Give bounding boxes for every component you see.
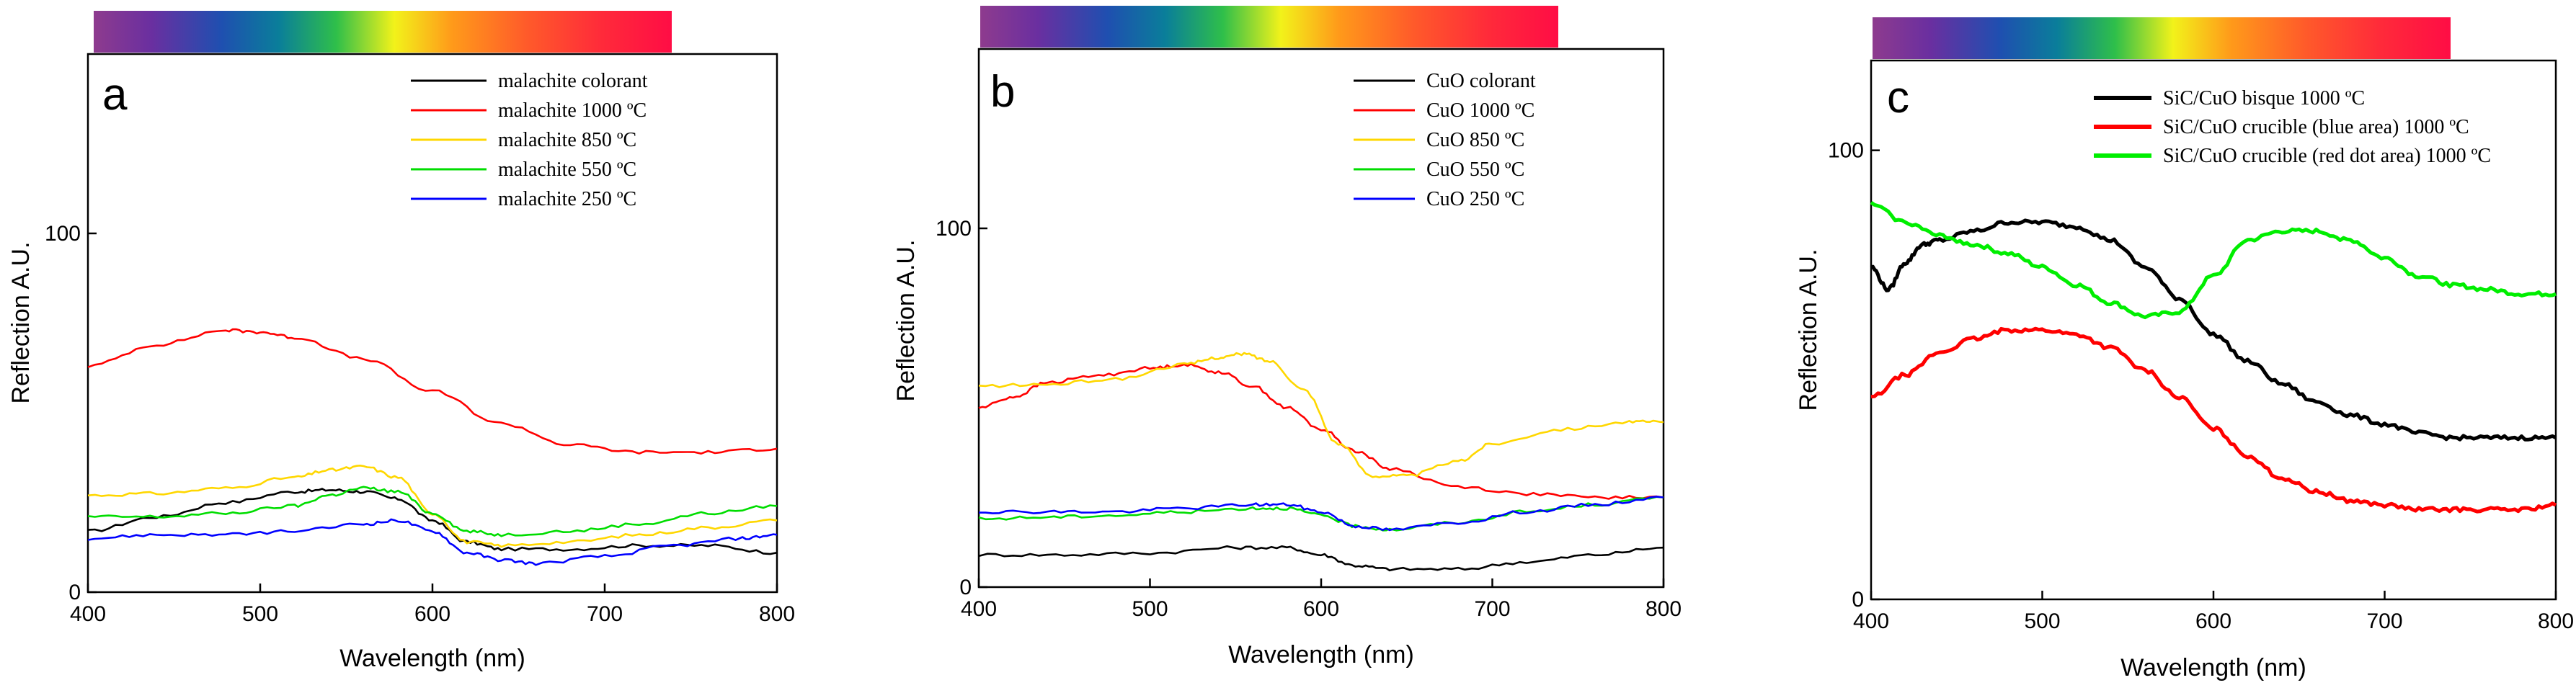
series-group-c xyxy=(1870,201,2557,514)
panel-label-a: a xyxy=(102,70,128,120)
x-tick-label: 500 xyxy=(2024,609,2060,633)
x-axis-label-a: Wavelength (nm) xyxy=(339,645,525,672)
legend-entry: CuO 250 ºC xyxy=(1426,188,1524,210)
series-line xyxy=(978,362,1664,500)
legend-entry: SiC/CuO crucible (red dot area) 1000 ºC xyxy=(2163,145,2491,167)
x-tick-label: 600 xyxy=(1303,597,1339,621)
panel-a: a 400 500 600 700 800 0 100 malachite colorant… xyxy=(7,11,795,672)
y-axis-label-c: Reflection A.U. xyxy=(1795,249,1822,411)
x-tick-label: 800 xyxy=(1645,597,1682,621)
x-tick-label: 400 xyxy=(961,597,997,621)
series-line xyxy=(1870,201,2557,320)
panel-c: c 400 500 600 700 800 0 100 SiC/CuO bisque 100… xyxy=(1795,17,2574,681)
panel-b: b 400 500 600 700 800 0 100 CuO colorant CuO 10… xyxy=(892,6,1682,669)
series-line xyxy=(87,465,778,548)
y-tick-label: 0 xyxy=(68,581,81,604)
y-tick-label: 100 xyxy=(936,217,972,241)
y-tick-label: 100 xyxy=(45,222,81,246)
y-tick-label: 0 xyxy=(959,576,972,599)
x-tick-label: 400 xyxy=(70,602,106,626)
series-group-b xyxy=(978,352,1664,572)
x-tick-label: 800 xyxy=(2538,609,2574,633)
legend-entry: malachite 250 ºC xyxy=(498,188,636,210)
y-tick-label: 100 xyxy=(1828,139,1864,163)
legend-entry: SiC/CuO bisque 1000 ºC xyxy=(2163,87,2365,109)
y-tick-label: 0 xyxy=(1852,588,1864,612)
series-line xyxy=(979,496,1664,532)
series-line xyxy=(87,488,778,555)
legend-entry: malachite 1000 ºC xyxy=(498,99,647,122)
series-line xyxy=(87,518,778,566)
spectrum-bar-a xyxy=(94,11,672,53)
legend-c: SiC/CuO bisque 1000 ºC SiC/CuO crucible (… xyxy=(2094,87,2491,167)
x-tick-label: 500 xyxy=(242,602,278,626)
legend-entry: CuO 1000 ºC xyxy=(1426,99,1535,122)
panel-label-c: c xyxy=(1887,73,1909,122)
y-axis-label-a: Reflection A.U. xyxy=(7,242,35,404)
axes-group-c: 400 500 600 700 800 0 100 xyxy=(1828,139,2574,633)
y-axis-label-b: Reflection A.U. xyxy=(892,240,920,402)
legend-b: CuO colorant CuO 1000 ºC CuO 850 ºC CuO 550… xyxy=(1354,70,1536,210)
x-tick-label: 600 xyxy=(2195,609,2231,633)
legend-entry: SiC/CuO crucible (blue area) 1000 ºC xyxy=(2163,116,2469,138)
x-tick-label: 700 xyxy=(2366,609,2402,633)
series-line xyxy=(87,486,778,537)
x-tick-label: 800 xyxy=(759,602,795,626)
panel-label-b: b xyxy=(990,67,1015,117)
series-line xyxy=(1870,218,2557,442)
legend-entry: malachite 550 ºC xyxy=(498,158,636,181)
series-group-a xyxy=(87,328,778,566)
axes-group-b: 400 500 600 700 800 0 100 xyxy=(936,217,1682,621)
plot-frame-c xyxy=(1870,59,2557,601)
plot-frame-a xyxy=(86,53,778,594)
axes-group-a: 400 500 600 700 800 0 100 xyxy=(45,222,795,626)
legend-entry: CuO 550 ºC xyxy=(1426,158,1524,181)
legend-entry: CuO colorant xyxy=(1426,70,1536,92)
x-tick-label: 600 xyxy=(414,602,450,626)
x-axis-label-b: Wavelength (nm) xyxy=(1228,641,1414,669)
legend-a: malachite colorant malachite 1000 ºC malac… xyxy=(411,70,648,210)
x-tick-label: 400 xyxy=(1853,609,1889,633)
spectrum-bar-b xyxy=(980,6,1558,48)
legend-entry: CuO 850 ºC xyxy=(1426,129,1524,151)
x-tick-label: 700 xyxy=(1474,597,1510,621)
series-line xyxy=(978,352,1664,478)
series-line xyxy=(87,328,778,455)
series-line xyxy=(1870,326,2557,514)
x-tick-label: 700 xyxy=(587,602,623,626)
x-tick-label: 500 xyxy=(1132,597,1168,621)
series-line xyxy=(978,496,1664,532)
series-line xyxy=(978,545,1664,572)
spectrum-bar-c xyxy=(1873,17,2451,59)
legend-entry: malachite colorant xyxy=(498,70,648,92)
legend-entry: malachite 850 ºC xyxy=(498,129,636,151)
x-axis-label-c: Wavelength (nm) xyxy=(2120,654,2306,681)
